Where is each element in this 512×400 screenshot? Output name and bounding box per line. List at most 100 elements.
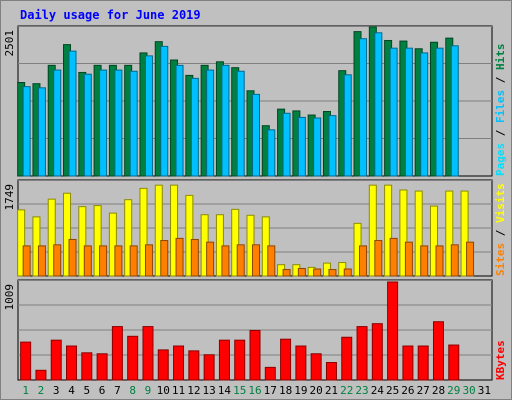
bar-files-day-11 bbox=[175, 64, 184, 177]
bar-sites-day-undefined bbox=[68, 238, 77, 277]
bar-sites-day-undefined bbox=[297, 267, 306, 277]
bar-files-day-8 bbox=[129, 70, 138, 177]
bar-kbytes-day-undefined bbox=[188, 350, 200, 381]
chart-title: Daily usage for June 2019 bbox=[20, 8, 201, 22]
bar-files-day-17 bbox=[267, 129, 276, 177]
legend-separator: / bbox=[494, 223, 507, 243]
bar-files-day-25 bbox=[389, 47, 398, 177]
bar-files-day-20 bbox=[313, 117, 322, 177]
bar-files-day-24 bbox=[374, 32, 383, 177]
bar-kbytes-day-undefined bbox=[417, 345, 429, 381]
bar-kbytes-day-undefined bbox=[66, 345, 78, 381]
bar-visits-day-undefined bbox=[215, 214, 224, 277]
x-tick-label: 2 bbox=[38, 384, 45, 397]
bar-visits-day-undefined bbox=[124, 199, 133, 277]
x-tick-label: 6 bbox=[99, 384, 106, 397]
x-tick-label: 10 bbox=[157, 384, 170, 397]
bar-files-day-22 bbox=[343, 74, 352, 177]
bar-visits-day-undefined bbox=[414, 190, 423, 277]
bar-sites-day-undefined bbox=[37, 245, 46, 277]
bar-files-day-15 bbox=[236, 70, 245, 177]
bar-files-day-1 bbox=[22, 86, 31, 177]
legend-entry: Sites bbox=[494, 243, 507, 276]
x-tick-label: 29 bbox=[447, 384, 460, 397]
x-tick-label: 22 bbox=[340, 384, 353, 397]
x-tick-label: 3 bbox=[53, 384, 60, 397]
bar-sites-day-undefined bbox=[236, 244, 245, 277]
bar-sites-day-undefined bbox=[160, 240, 169, 277]
bar-sites-day-undefined bbox=[175, 237, 184, 277]
bar-files-day-12 bbox=[190, 77, 199, 177]
x-tick-label: 8 bbox=[129, 384, 136, 397]
bar-visits-day-undefined bbox=[93, 205, 102, 277]
bar-visits-day-undefined bbox=[78, 206, 87, 277]
bar-files-day-10 bbox=[160, 45, 169, 177]
bar-sites-day-undefined bbox=[83, 245, 92, 277]
bar-kbytes-day-undefined bbox=[203, 354, 215, 381]
bar-visits-day-undefined bbox=[108, 212, 117, 277]
bar-visits-day-undefined bbox=[170, 184, 179, 277]
bar-files-day-14 bbox=[221, 64, 230, 177]
bar-sites-day-undefined bbox=[252, 244, 260, 277]
legend-entry: Visits bbox=[494, 183, 507, 223]
legend-separator: / bbox=[494, 123, 507, 143]
bar-sites-day-undefined bbox=[404, 241, 413, 277]
bar-kbytes-day-undefined bbox=[310, 353, 322, 381]
x-tick-label: 9 bbox=[145, 384, 152, 397]
bar-kbytes-day-undefined bbox=[264, 366, 276, 381]
bar-visits-day-undefined bbox=[63, 192, 72, 277]
bar-files-day-7 bbox=[114, 69, 123, 177]
y-max-label: 1749 bbox=[3, 184, 16, 211]
bar-sites-day-undefined bbox=[282, 269, 291, 277]
bar-files-day-29 bbox=[450, 45, 459, 177]
x-tick-label: 28 bbox=[432, 384, 445, 397]
x-tick-label: 27 bbox=[417, 384, 430, 397]
bar-files-day-16 bbox=[252, 93, 260, 177]
bar-sites-day-undefined bbox=[450, 244, 459, 277]
legend-text: Pages / Files / Hits bbox=[494, 44, 507, 177]
bar-kbytes-day-undefined bbox=[234, 339, 246, 381]
bar-kbytes-day-undefined bbox=[371, 323, 383, 381]
bar-sites-day-undefined bbox=[114, 245, 123, 277]
bar-visits-day-undefined bbox=[384, 184, 393, 277]
bar-files-day-6 bbox=[99, 69, 108, 177]
bar-kbytes-day-undefined bbox=[341, 336, 353, 381]
bar-kbytes-day-undefined bbox=[111, 326, 123, 381]
bar-sites-day-undefined bbox=[313, 268, 322, 277]
bar-sites-day-undefined bbox=[328, 269, 337, 277]
legend-panel-2: Sites / Visits bbox=[494, 183, 507, 276]
bar-visits-day-undefined bbox=[429, 205, 438, 277]
y-max-label: 2501 bbox=[3, 30, 16, 57]
x-tick-label: 12 bbox=[187, 384, 200, 397]
bar-kbytes-day-undefined bbox=[50, 339, 62, 381]
x-tick-label: 20 bbox=[310, 384, 323, 397]
bar-kbytes-day-undefined bbox=[218, 339, 230, 381]
bar-files-day-26 bbox=[404, 47, 413, 177]
chart-panel-2: 1749 Sites / Visits bbox=[3, 179, 507, 277]
x-tick-label: 1 bbox=[22, 384, 29, 397]
bar-files-day-19 bbox=[297, 116, 306, 177]
chart-panel-3: 1009 KBytes bbox=[3, 279, 507, 381]
bar-visits-day-undefined bbox=[445, 190, 454, 277]
bar-visits-day-undefined bbox=[47, 198, 56, 277]
bar-files-day-4 bbox=[68, 50, 77, 177]
x-tick-label: 14 bbox=[218, 384, 232, 397]
bar-files-day-23 bbox=[359, 38, 368, 177]
bar-kbytes-day-undefined bbox=[173, 345, 185, 381]
bar-kbytes-day-undefined bbox=[35, 369, 47, 381]
bar-files-day-21 bbox=[328, 115, 337, 177]
bar-files-day-5 bbox=[83, 73, 92, 177]
legend-entry: KBytes bbox=[494, 340, 507, 380]
x-tick-label: 17 bbox=[264, 384, 277, 397]
x-tick-label: 24 bbox=[371, 384, 385, 397]
bar-kbytes-day-undefined bbox=[356, 326, 368, 381]
bar-sites-day-undefined bbox=[343, 268, 352, 277]
bar-kbytes-day-undefined bbox=[402, 345, 414, 381]
x-tick-label: 26 bbox=[401, 384, 414, 397]
x-tick-label: 4 bbox=[68, 384, 75, 397]
bar-sites-day-undefined bbox=[267, 245, 276, 277]
bar-visits-day-undefined bbox=[368, 184, 377, 277]
bar-sites-day-undefined bbox=[466, 241, 475, 277]
bar-visits-day-undefined bbox=[139, 187, 148, 277]
